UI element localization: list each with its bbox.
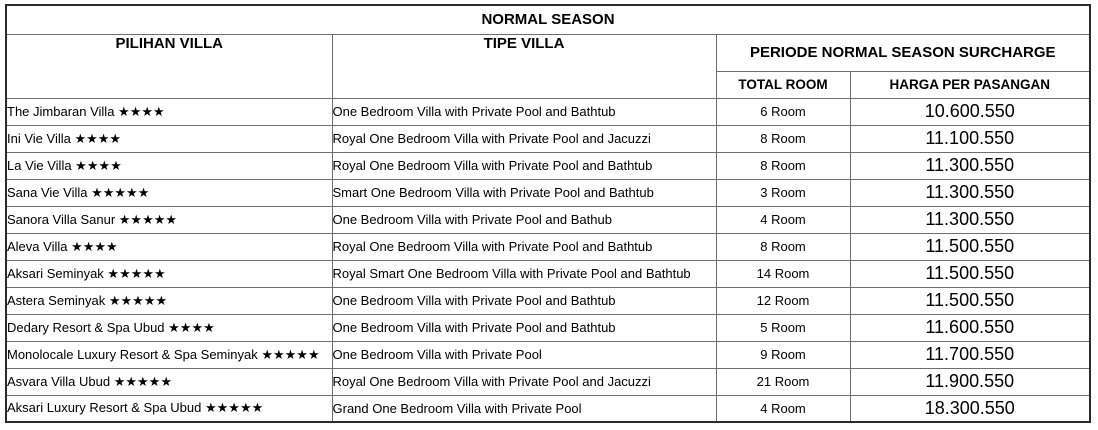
- villa-name-cell: The Jimbaran Villa ★★★★: [5, 97, 333, 126]
- table-row: Monolocale Luxury Resort & Spa Seminyak …: [5, 340, 1091, 369]
- column-header-tipe-villa: TIPE VILLA: [331, 33, 717, 99]
- price-cell: 11.900.550: [849, 367, 1091, 396]
- column-header-total-room: TOTAL ROOM: [715, 70, 851, 99]
- table-row: Sanora Villa Sanur ★★★★★ One Bedroom Vil…: [5, 205, 1091, 234]
- villa-name-cell: Sanora Villa Sanur ★★★★★: [5, 205, 333, 234]
- price-cell: 11.100.550: [849, 124, 1091, 153]
- villa-type-cell: One Bedroom Villa with Private Pool and …: [331, 205, 717, 234]
- table-row: Aksari Luxury Resort & Spa Ubud ★★★★★ Gr…: [5, 394, 1091, 423]
- total-room-cell: 21 Room: [715, 367, 851, 396]
- villa-name-cell: Asvara Villa Ubud ★★★★★: [5, 367, 333, 396]
- total-room-cell: 4 Room: [715, 394, 851, 423]
- total-room-cell: 6 Room: [715, 97, 851, 126]
- villa-type-cell: Royal One Bedroom Villa with Private Poo…: [331, 151, 717, 180]
- villa-name-cell: Dedary Resort & Spa Ubud ★★★★: [5, 313, 333, 342]
- villa-name-cell: Astera Seminyak ★★★★★: [5, 286, 333, 315]
- price-cell: 18.300.550: [849, 394, 1091, 423]
- normal-season-table: NORMAL SEASON PILIHAN VILLA TIPE VILLA P…: [5, 4, 1092, 423]
- total-room-cell: 5 Room: [715, 313, 851, 342]
- villa-name-cell: Aksari Seminyak ★★★★★: [5, 259, 333, 288]
- table-row: La Vie Villa ★★★★ Royal One Bedroom Vill…: [5, 151, 1091, 180]
- table-row: Ini Vie Villa ★★★★ Royal One Bedroom Vil…: [5, 124, 1091, 153]
- table-title: NORMAL SEASON: [5, 4, 1091, 35]
- table-row: Aleva Villa ★★★★ Royal One Bedroom Villa…: [5, 232, 1091, 261]
- table-row: Aksari Seminyak ★★★★★ Royal Smart One Be…: [5, 259, 1091, 288]
- villa-name-cell: La Vie Villa ★★★★: [5, 151, 333, 180]
- total-room-cell: 3 Room: [715, 178, 851, 207]
- price-cell: 11.500.550: [849, 232, 1091, 261]
- total-room-cell: 4 Room: [715, 205, 851, 234]
- column-header-pilihan-villa: PILIHAN VILLA: [5, 33, 333, 99]
- villa-type-cell: One Bedroom Villa with Private Pool and …: [331, 286, 717, 315]
- villa-name-cell: Monolocale Luxury Resort & Spa Seminyak …: [5, 340, 333, 369]
- villa-type-cell: Royal Smart One Bedroom Villa with Priva…: [331, 259, 717, 288]
- table-row: Asvara Villa Ubud ★★★★★ Royal One Bedroo…: [5, 367, 1091, 396]
- price-cell: 11.500.550: [849, 286, 1091, 315]
- total-room-cell: 14 Room: [715, 259, 851, 288]
- villa-type-cell: Grand One Bedroom Villa with Private Poo…: [331, 394, 717, 423]
- villa-type-cell: Royal One Bedroom Villa with Private Poo…: [331, 232, 717, 261]
- table-row: Astera Seminyak ★★★★★ One Bedroom Villa …: [5, 286, 1091, 315]
- price-cell: 11.600.550: [849, 313, 1091, 342]
- total-room-cell: 8 Room: [715, 232, 851, 261]
- table-title-row: NORMAL SEASON: [5, 4, 1091, 35]
- price-cell: 11.300.550: [849, 151, 1091, 180]
- table-row: The Jimbaran Villa ★★★★ One Bedroom Vill…: [5, 97, 1091, 126]
- header-row-1: PILIHAN VILLA TIPE VILLA PERIODE NORMAL …: [5, 33, 1091, 99]
- villa-type-cell: Royal One Bedroom Villa with Private Poo…: [331, 124, 717, 153]
- table-row: Sana Vie Villa ★★★★★ Smart One Bedroom V…: [5, 178, 1091, 207]
- villa-type-cell: One Bedroom Villa with Private Pool and …: [331, 97, 717, 126]
- villa-type-cell: Smart One Bedroom Villa with Private Poo…: [331, 178, 717, 207]
- villa-name-cell: Aksari Luxury Resort & Spa Ubud ★★★★★: [5, 394, 333, 423]
- total-room-cell: 8 Room: [715, 124, 851, 153]
- villa-type-cell: One Bedroom Villa with Private Pool: [331, 340, 717, 369]
- header-row-2: TOTAL ROOM HARGA PER PASANGAN: [6, 70, 1091, 99]
- villa-type-cell: Royal One Bedroom Villa with Private Poo…: [331, 367, 717, 396]
- price-cell: 10.600.550: [849, 97, 1091, 126]
- villa-type-cell: One Bedroom Villa with Private Pool and …: [331, 313, 717, 342]
- price-cell: 11.700.550: [849, 340, 1091, 369]
- total-room-cell: 12 Room: [715, 286, 851, 315]
- price-cell: 11.500.550: [849, 259, 1091, 288]
- villa-name-cell: Sana Vie Villa ★★★★★: [5, 178, 333, 207]
- total-room-cell: 9 Room: [715, 340, 851, 369]
- table-row: Dedary Resort & Spa Ubud ★★★★ One Bedroo…: [5, 313, 1091, 342]
- villa-name-cell: Aleva Villa ★★★★: [5, 232, 333, 261]
- villa-name-cell: Ini Vie Villa ★★★★: [5, 124, 333, 153]
- price-cell: 11.300.550: [849, 205, 1091, 234]
- column-header-surcharge-group: PERIODE NORMAL SEASON SURCHARGE: [715, 33, 1091, 72]
- total-room-cell: 8 Room: [715, 151, 851, 180]
- price-cell: 11.300.550: [849, 178, 1091, 207]
- column-header-harga: HARGA PER PASANGAN: [849, 70, 1091, 99]
